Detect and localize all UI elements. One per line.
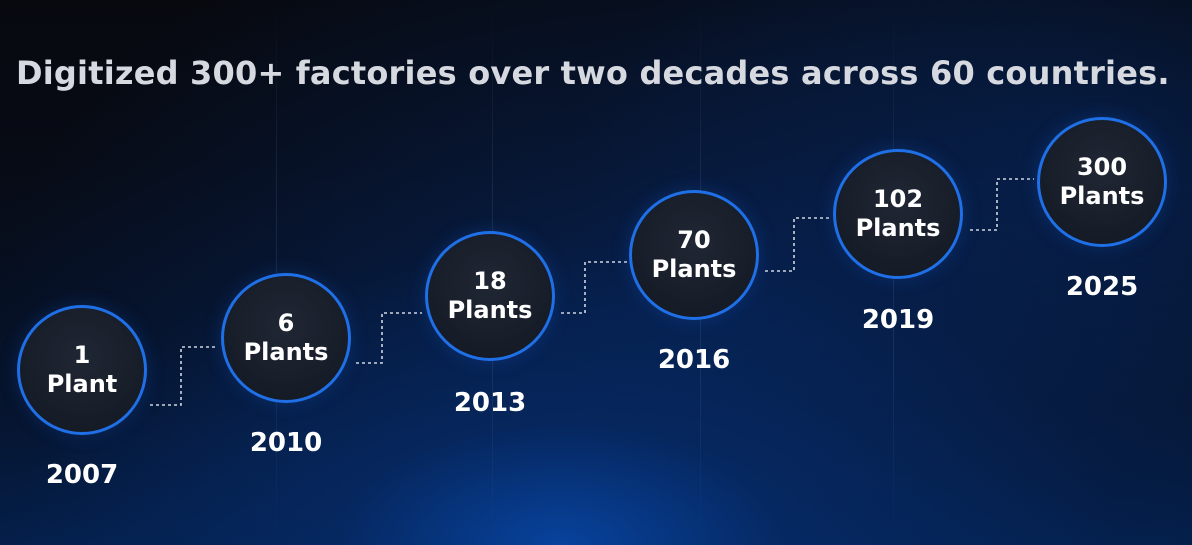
milestone-unit: Plants bbox=[651, 255, 737, 283]
milestone-count: 18 bbox=[473, 267, 507, 295]
connector-2013-2016 bbox=[561, 261, 627, 314]
milestone-year: 2007 bbox=[45, 460, 119, 490]
milestone-node-2007: 1 Plant bbox=[17, 305, 147, 435]
milestone-year: 2019 bbox=[861, 305, 935, 335]
milestone-count: 102 bbox=[872, 185, 924, 213]
milestone-unit: Plants bbox=[855, 214, 941, 242]
connector-2016-2019 bbox=[765, 217, 830, 272]
milestone-year: 2013 bbox=[453, 388, 527, 418]
background-guide-line bbox=[276, 0, 277, 545]
connector-2010-2013 bbox=[356, 312, 422, 364]
milestone-count: 70 bbox=[677, 226, 711, 254]
headline: Digitized 300+ factories over two decade… bbox=[16, 54, 1170, 92]
milestone-unit: Plants bbox=[447, 296, 533, 324]
milestone-node-2019: 102 Plants bbox=[833, 149, 963, 279]
milestone-year: 2010 bbox=[249, 428, 323, 458]
milestone-node-2010: 6 Plants bbox=[221, 273, 351, 403]
milestone-node-2016: 70 Plants bbox=[629, 190, 759, 320]
connector-2007-2010 bbox=[150, 346, 218, 406]
milestone-count: 6 bbox=[277, 309, 295, 337]
milestone-year: 2016 bbox=[657, 345, 731, 375]
milestone-year: 2025 bbox=[1065, 272, 1139, 302]
milestone-node-2013: 18 Plants bbox=[425, 231, 555, 361]
milestone-unit: Plants bbox=[243, 338, 329, 366]
connector-2019-2025 bbox=[970, 178, 1034, 231]
milestone-unit: Plants bbox=[1059, 182, 1145, 210]
milestone-node-2025: 300 Plants bbox=[1037, 117, 1167, 247]
milestone-count: 300 bbox=[1076, 153, 1128, 181]
milestone-unit: Plant bbox=[46, 370, 118, 398]
milestone-count: 1 bbox=[73, 341, 91, 369]
